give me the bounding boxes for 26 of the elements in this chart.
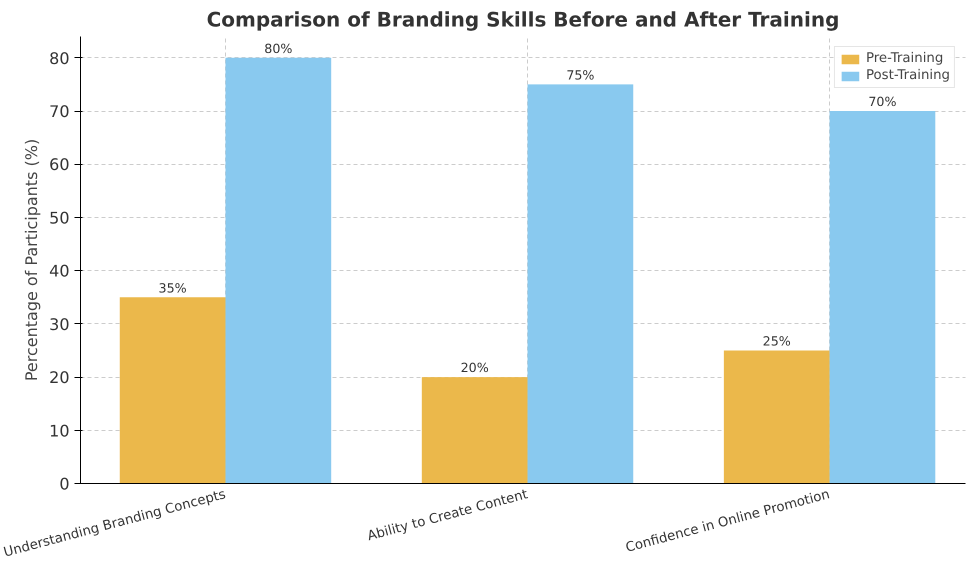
y-tick-label: 0	[59, 474, 70, 494]
bar	[225, 58, 332, 484]
data-label: 80%	[264, 40, 292, 56]
legend-label: Pre-Training	[866, 51, 944, 66]
bar	[830, 111, 936, 484]
chart-title: Comparison of Branding Skills Before and After Training	[206, 8, 840, 32]
bar	[120, 297, 226, 484]
data-label: 75%	[566, 67, 594, 82]
bar	[724, 350, 830, 484]
y-axis-title: Percentage of Participants (%)	[22, 138, 42, 382]
data-label: 70%	[868, 94, 897, 109]
y-tick-label: 30	[49, 314, 70, 334]
y-tick-label: 10	[49, 421, 70, 440]
y-tick-label: 40	[49, 262, 70, 281]
data-label: 20%	[460, 360, 489, 376]
y-tick-label: 70	[49, 102, 70, 121]
bar	[422, 377, 528, 484]
y-tick-label: 60	[49, 155, 70, 174]
x-tick-label: Ability to Create Content	[366, 487, 530, 544]
legend-label: Post-Training	[866, 68, 950, 83]
data-label: 35%	[158, 280, 187, 296]
bar	[528, 84, 634, 484]
y-tick-label: 50	[49, 208, 70, 228]
y-tick-label: 20	[49, 368, 70, 388]
y-tick-label: 80	[49, 48, 70, 68]
data-label: 25%	[762, 333, 791, 348]
